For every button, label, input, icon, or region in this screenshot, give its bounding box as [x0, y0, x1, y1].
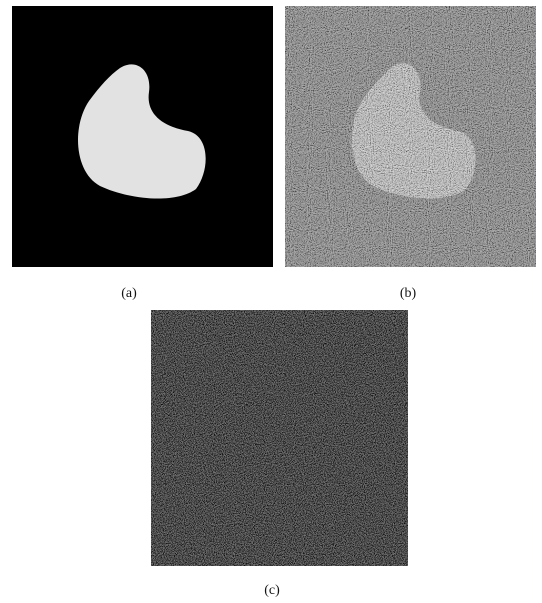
- noise-overlay: [151, 310, 408, 566]
- caption: (c): [264, 583, 280, 598]
- panel-b: (b): [285, 6, 536, 301]
- noise-overlay: [285, 6, 536, 267]
- figure: (a) (b) (c): [0, 0, 542, 603]
- page: (a) (b) (c) (() => { const data = JSON.p…: [0, 0, 542, 603]
- caption: (b): [400, 286, 417, 301]
- caption: (a): [121, 286, 137, 301]
- panel-c: (c): [151, 310, 408, 598]
- panel-a: (a): [12, 6, 273, 301]
